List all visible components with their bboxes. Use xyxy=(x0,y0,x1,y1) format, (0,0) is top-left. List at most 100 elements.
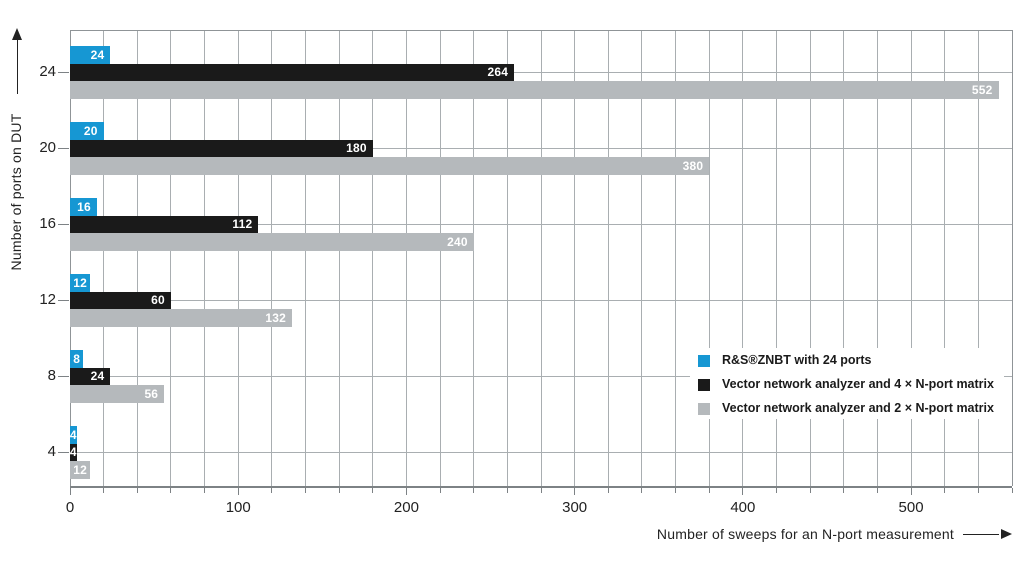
y-tick xyxy=(58,71,69,73)
legend-item: Vector network analyzer and 4 × N-port m… xyxy=(698,378,994,391)
y-tick xyxy=(58,299,69,301)
gridline-v xyxy=(305,30,306,486)
gridline-v xyxy=(103,30,105,486)
x-tick xyxy=(305,488,306,493)
x-axis-title-text: Number of sweeps for an N-port measureme… xyxy=(656,526,954,542)
bar-value-label: 4 xyxy=(69,445,77,460)
x-tick xyxy=(372,488,374,493)
bar: 24 xyxy=(70,46,111,64)
x-tick xyxy=(708,488,710,493)
x-axis-arrow-icon xyxy=(1001,529,1012,539)
gridline-v xyxy=(506,30,508,486)
x-tick xyxy=(338,488,340,493)
gridline-v xyxy=(136,30,138,486)
gridline-v xyxy=(776,30,777,486)
y-axis-title-text: Number of ports on DUT xyxy=(8,113,24,271)
gridline-v xyxy=(69,30,71,486)
y-tick-label: 8 xyxy=(47,367,56,385)
gridline-v xyxy=(204,30,206,486)
x-tick xyxy=(69,488,71,495)
gridline-v xyxy=(708,30,710,486)
bar: 56 xyxy=(70,385,165,403)
gridline-h xyxy=(70,451,1012,453)
gridline-v xyxy=(405,30,407,486)
y-tick xyxy=(58,223,69,225)
x-tick xyxy=(136,488,138,493)
x-tick xyxy=(944,488,946,493)
bar-value-label: 380 xyxy=(682,158,704,173)
legend-item: Vector network analyzer and 2 × N-port m… xyxy=(698,402,994,415)
y-tick-label: 12 xyxy=(39,291,56,309)
gridline-v xyxy=(675,30,677,486)
x-tick xyxy=(405,488,407,495)
bar: 16 xyxy=(70,198,97,216)
gridline-v xyxy=(439,30,441,486)
x-tick xyxy=(742,488,744,495)
gridline-v xyxy=(910,30,912,486)
x-tick xyxy=(540,488,542,493)
legend-label: R&S®ZNBT with 24 ports xyxy=(722,353,872,367)
gridline-v xyxy=(876,30,878,486)
gridline-h xyxy=(70,375,1012,377)
x-tick xyxy=(977,488,979,493)
gridline-v xyxy=(1011,30,1013,486)
bar: 264 xyxy=(70,63,515,81)
bar-value-label: 132 xyxy=(265,310,287,325)
gridline-h xyxy=(70,147,1012,149)
bar-value-label: 12 xyxy=(73,462,87,477)
gridline-v xyxy=(809,30,811,486)
x-tick xyxy=(574,488,576,495)
y-axis-title: Number of ports on DUT xyxy=(8,92,28,292)
x-tick xyxy=(103,488,105,493)
bar: 4 xyxy=(69,443,77,461)
x-tick xyxy=(1011,488,1013,493)
gridline-v xyxy=(641,30,643,486)
legend-label: Vector network analyzer and 4 × N-port m… xyxy=(722,377,994,391)
gridline-v xyxy=(977,30,979,486)
plot-top-border xyxy=(70,30,1012,31)
x-tick-label: 0 xyxy=(65,499,75,516)
x-tick xyxy=(641,488,643,493)
bar: 180 xyxy=(70,139,373,157)
bar: 12 xyxy=(70,274,91,292)
y-tick xyxy=(58,375,69,377)
x-axis-line xyxy=(70,486,1012,488)
bar: 4 xyxy=(70,426,77,444)
gridline-h xyxy=(70,299,1012,301)
x-tick xyxy=(204,488,206,493)
gridline-v xyxy=(170,30,172,486)
x-tick xyxy=(506,488,508,493)
y-axis-arrow-icon xyxy=(12,28,22,40)
x-tick xyxy=(607,488,609,493)
x-tick xyxy=(843,488,845,493)
plot-area: 24 20 16 12 8 4 24 264 552 20 180 380 16 112 240 12 60 13… xyxy=(39,30,1013,516)
legend: R&S®ZNBT with 24 ports Vector network ana… xyxy=(690,348,1004,419)
bar: 60 xyxy=(70,291,171,309)
y-axis-arrow-line xyxy=(17,40,18,94)
gridline-v xyxy=(237,30,239,486)
x-tick xyxy=(170,488,172,493)
bar-value-label: 8 xyxy=(73,351,81,366)
gridline-v xyxy=(473,30,475,486)
bar: 24 xyxy=(70,367,111,385)
x-axis-arrow-line xyxy=(963,533,999,535)
bar-value-label: 180 xyxy=(346,141,367,156)
gridline-v xyxy=(944,30,946,486)
x-tick xyxy=(473,488,475,493)
gridline-v xyxy=(607,30,609,486)
bar: 20 xyxy=(70,122,104,140)
gridline-v xyxy=(540,30,542,486)
bar-value-label: 24 xyxy=(90,47,105,62)
legend-swatch xyxy=(698,354,710,367)
x-tick xyxy=(876,488,878,493)
bar-value-label: 56 xyxy=(144,386,159,401)
x-tick-label: 200 xyxy=(393,499,419,516)
bar: 240 xyxy=(70,233,474,251)
bar: 552 xyxy=(70,81,999,99)
bar-value-label: 16 xyxy=(77,199,91,214)
x-tick xyxy=(910,488,912,495)
gridline-h xyxy=(70,71,1012,73)
x-tick xyxy=(439,488,441,493)
gridline-v xyxy=(742,30,744,486)
